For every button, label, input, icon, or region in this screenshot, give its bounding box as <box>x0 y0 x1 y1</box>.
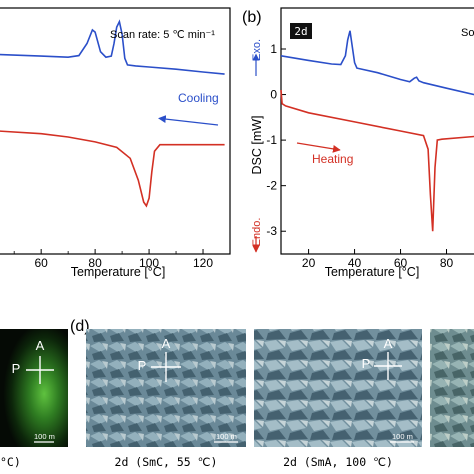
panel-a-x-tick-label: 60 <box>34 256 48 270</box>
panel-b-x-tick-label: 40 <box>348 256 362 270</box>
micrograph-sma: A P 100 m <box>254 329 422 447</box>
panel-b-y-ticks: 1 0 -1 -2 -3 <box>266 42 286 238</box>
panel-b-y-tick-label: 0 <box>270 88 277 102</box>
scale-bar-label-left: 100 m <box>34 432 55 441</box>
panel-b-label: (b) <box>242 9 262 26</box>
exo-label: Exo. <box>251 39 263 61</box>
panel-b-heating-arrow <box>296 142 341 153</box>
polarizer-p-label-left: P <box>12 361 21 376</box>
panel-a-cooling-label: Cooling <box>178 91 219 105</box>
panel-b-y-tick-label: -3 <box>266 224 277 238</box>
panel-b-x-tick-label: 60 <box>394 256 408 270</box>
panel-b-y-tick-label: -2 <box>266 179 277 193</box>
polarizer-p-label-smc: P <box>138 358 147 373</box>
polarizer-p-label-sma: P <box>362 356 371 371</box>
polarizer-a-label-sma: A <box>384 336 393 351</box>
scan-rate-annotation: Scan rate: 5 ℃ min⁻¹ <box>110 29 215 41</box>
panel-b-partial-label: So <box>461 27 474 39</box>
panel-b: (b) 2d So 20 40 60 80 1 0 -1 -2 -3 Heating Exo.… <box>242 7 474 279</box>
caption-smc: 2d (SmC, 55 ℃) <box>115 455 218 469</box>
panel-b-x-tick-label: 80 <box>440 256 454 270</box>
micrograph-right-partial <box>430 329 474 447</box>
micrograph-smc: A P 100 m <box>86 329 246 447</box>
scale-bar-label-smc: 100 m <box>216 432 237 441</box>
panel-b-x-ticks: 20 40 60 80 <box>302 249 454 270</box>
panel-b-x-axis-title: Temperature [°C] <box>325 265 420 279</box>
panel-a: 60 80 100 120 Scan rate: 5 ℃ min⁻¹ Cooling … <box>0 7 231 279</box>
panel-b-heating-label: Heating <box>312 152 353 166</box>
panel-b-x-tick-label: 20 <box>302 256 316 270</box>
panel-b-y-axis-title: DSC [mW] <box>250 115 264 174</box>
panel-b-cooling-curve <box>280 30 474 96</box>
left-caption-fragment: °C) <box>0 455 21 469</box>
panel-a-x-tick-label: 80 <box>88 256 102 270</box>
compound-tag-box <box>290 23 312 39</box>
panel-b-y-tick-label: -1 <box>266 133 277 147</box>
panel-a-x-axis-title: Temperature [°C] <box>71 265 166 279</box>
caption-sma: 2d (SmA, 100 ℃) <box>283 455 393 469</box>
panel-b-heating-curve <box>280 89 474 232</box>
panel-b-plot-frame <box>280 7 474 255</box>
panel-a-plot-frame <box>0 7 231 255</box>
panel-b-y-tick-label: 1 <box>270 42 277 56</box>
panel-d-label: (d) <box>70 318 90 335</box>
panel-a-x-tick-label: 100 <box>139 256 159 270</box>
panel-a-heating-curve <box>0 130 225 208</box>
micrograph-left-partial: A P 100 m <box>0 329 68 447</box>
polarizer-a-label-left: A <box>36 338 45 353</box>
panel-a-cooling-arrow <box>158 115 219 126</box>
panel-a-x-ticks: 60 80 100 120 <box>13 249 231 270</box>
compound-tag: 2d <box>294 25 307 38</box>
scale-bar-label-sma: 100 m <box>392 432 413 441</box>
endo-label: Endo. <box>251 218 263 247</box>
panel-a-x-tick-label: 120 <box>193 256 213 270</box>
polarizer-a-label-smc: A <box>162 336 171 351</box>
panel-a-cooling-curve <box>0 19 225 75</box>
